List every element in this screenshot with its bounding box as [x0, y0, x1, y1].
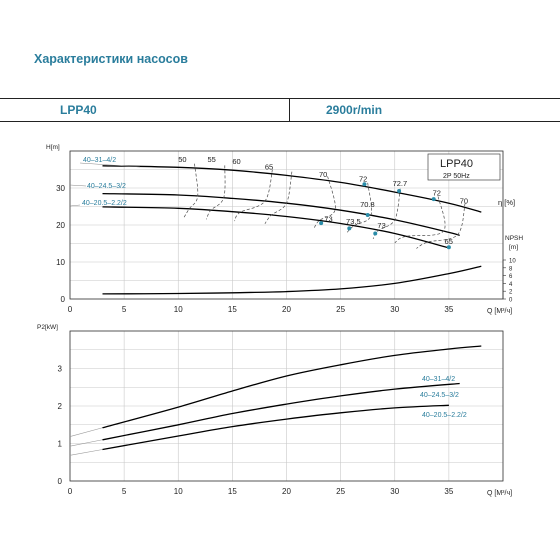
head-curve-1 [102, 165, 482, 213]
page-title: Характеристики насосов [34, 52, 188, 66]
power-curve-label: 40–24.5–3/2 [420, 392, 459, 399]
power-curve-label: 40–20.5–2.2/2 [422, 412, 467, 419]
efficiency-axis-label: η [%] [498, 198, 515, 207]
y-tick-label: 0 [58, 477, 63, 486]
x-tick-label: 15 [228, 305, 237, 314]
npsh-tick-label: 0 [509, 298, 513, 304]
speed-value: 2900r/min [326, 103, 383, 117]
npsh-tick-label: 4 [509, 282, 513, 288]
legend-model-name: LPP40 [440, 158, 473, 170]
label-leader [79, 162, 141, 168]
power-curve-extrapolation [69, 449, 103, 456]
y-tick-label: 30 [56, 184, 65, 193]
x-tick-label: 0 [68, 305, 73, 314]
efficiency-line [416, 203, 466, 249]
y-axis-label: P2[kW] [37, 324, 58, 331]
x-tick-label: 25 [336, 305, 345, 314]
efficiency-label: 70 [460, 197, 468, 206]
efficiency-line [206, 165, 226, 220]
npsh-axis-unit: [m] [509, 244, 518, 251]
efficiency-marker [362, 182, 367, 187]
head-curve-2 [102, 192, 460, 237]
head-curve-label: 40–20.5–2.2/2 [82, 200, 127, 207]
label-leader [69, 204, 81, 207]
band-divider [289, 99, 290, 121]
bottom-plot-frame [69, 330, 504, 482]
x-tick-label: 0 [68, 487, 73, 496]
power-curve-2 [102, 382, 460, 441]
x-tick-label: 30 [390, 487, 399, 496]
efficiency-line [313, 176, 336, 230]
y-tick-label: 2 [58, 402, 63, 411]
npsh-tick-label: 6 [509, 274, 513, 280]
efficiency-label: 70 [319, 170, 327, 179]
efficiency-label: 72 [433, 188, 441, 197]
x-axis-label: Q [М³/ч] [487, 308, 512, 315]
head-curve-label: 40–31–4/2 [83, 157, 116, 164]
power-curve-extrapolation [69, 439, 103, 447]
efficiency-line [183, 163, 199, 219]
legend-model-spec: 2P 50Hz [443, 173, 470, 180]
model-legend-box [427, 153, 501, 181]
efficiency-label: 65 [265, 163, 273, 172]
efficiency-label: 60 [232, 157, 240, 166]
efficiency-label: 73 [324, 214, 332, 223]
efficiency-label: 73 [377, 221, 385, 230]
x-tick-label: 20 [282, 305, 291, 314]
y-tick-label: 3 [58, 365, 63, 374]
npsh-tick-label: 8 [509, 266, 513, 272]
efficiency-marker [431, 197, 436, 202]
efficiency-line [345, 182, 372, 235]
label-leader [69, 184, 87, 187]
x-tick-label: 10 [174, 487, 183, 496]
efficiency-marker [319, 221, 324, 226]
efficiency-label: 72.7 [393, 179, 408, 188]
x-tick-label: 20 [282, 487, 291, 496]
npsh-tick-label: 2 [509, 290, 513, 296]
head-curve-label: 40–24.5–3/2 [87, 183, 126, 190]
head-curve-3 [102, 206, 450, 249]
x-axis-label: Q [М³/ч] [487, 490, 512, 497]
efficiency-label: 70.8 [360, 200, 375, 209]
x-tick-label: 5 [122, 305, 127, 314]
x-tick-label: 25 [336, 487, 345, 496]
model-name: LPP40 [60, 103, 97, 117]
efficiency-label: 55 [207, 155, 215, 164]
npsh-tick-label: 10 [509, 259, 516, 265]
y-tick-label: 1 [58, 440, 63, 449]
efficiency-label: 65 [445, 237, 453, 246]
efficiency-line [234, 169, 273, 222]
y-tick-label: 10 [56, 258, 65, 267]
x-tick-label: 30 [390, 305, 399, 314]
x-tick-label: 15 [228, 487, 237, 496]
top-plot-frame [69, 150, 504, 300]
power-curve-extrapolation [69, 427, 103, 437]
x-tick-label: 10 [174, 305, 183, 314]
npsh-curve [102, 265, 482, 295]
y-tick-label: 20 [56, 221, 65, 230]
x-tick-label: 5 [122, 487, 127, 496]
efficiency-marker [446, 245, 451, 250]
efficiency-label: 73.5 [346, 217, 361, 226]
efficiency-marker [397, 188, 402, 193]
power-curve-1 [102, 345, 482, 429]
y-tick-label: 0 [61, 295, 66, 304]
power-curve-3 [102, 404, 449, 451]
efficiency-label: 72 [359, 174, 367, 183]
efficiency-marker [347, 226, 352, 231]
efficiency-label: 50 [178, 155, 186, 164]
npsh-axis-label: NPSH [505, 235, 523, 242]
power-curve-label: 40–31–4/2 [422, 376, 455, 383]
y-axis-label: H[m] [46, 144, 60, 151]
efficiency-line [264, 171, 293, 225]
efficiency-marker [365, 213, 370, 218]
x-tick-label: 35 [444, 487, 453, 496]
model-header-band: LPP40 2900r/min [0, 98, 560, 122]
efficiency-line [394, 196, 446, 244]
efficiency-marker [373, 231, 378, 236]
x-tick-label: 35 [444, 305, 453, 314]
